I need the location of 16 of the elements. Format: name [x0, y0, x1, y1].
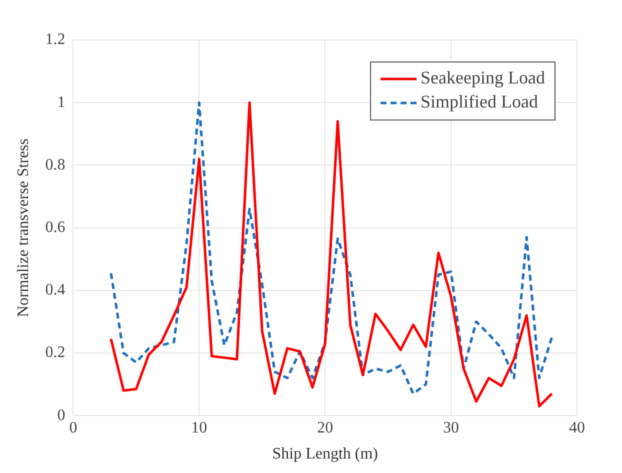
- y-tick-label: 0.8: [45, 156, 66, 174]
- legend-label: Seakeeping Load: [420, 68, 545, 88]
- x-tick-label: 20: [317, 419, 334, 436]
- x-tick-label: 10: [191, 419, 208, 436]
- x-tick-label: 0: [69, 419, 78, 436]
- x-axis-title: Ship Length (m): [272, 446, 378, 463]
- y-tick-label: 1: [57, 94, 66, 111]
- y-tick-label: 0.6: [45, 219, 66, 236]
- x-tick-label: 30: [443, 419, 460, 436]
- y-tick-label: 0.4: [45, 282, 66, 299]
- y-tick-label: 0: [57, 406, 66, 424]
- y-tick-label: 1.2: [45, 31, 66, 48]
- x-tick-label: 40: [569, 419, 585, 436]
- y-axis-title: Normalize transverse Stress: [14, 138, 32, 318]
- legend-label: Simplified Load: [420, 92, 538, 112]
- y-tick-label: 0.2: [45, 344, 66, 362]
